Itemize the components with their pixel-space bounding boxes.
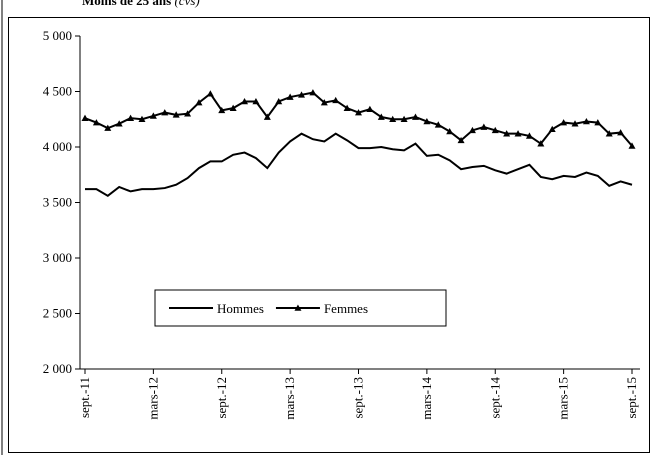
x-tick-label: sept.-13 <box>351 377 366 419</box>
point-marker <box>377 113 385 120</box>
y-tick-label: 4 000 <box>43 139 72 154</box>
point-marker <box>446 127 454 135</box>
point-marker <box>457 136 465 144</box>
point-marker <box>263 113 271 120</box>
point-marker <box>366 105 374 113</box>
point-marker <box>332 96 340 104</box>
point-marker <box>309 89 317 96</box>
chart-title: Moins de 25 ans (cvs) <box>82 0 200 8</box>
point-marker <box>115 120 123 127</box>
point-marker <box>149 112 157 119</box>
point-marker <box>275 97 283 105</box>
point-marker <box>298 91 306 98</box>
series-line <box>84 91 633 147</box>
x-tick-label: sept.-11 <box>77 377 92 418</box>
legend-label: Hommes <box>217 301 264 316</box>
point-marker <box>582 117 590 125</box>
series-line <box>85 132 633 198</box>
point-marker <box>571 120 579 127</box>
point-marker <box>206 90 214 97</box>
point-marker <box>218 106 226 114</box>
point-marker <box>241 97 249 105</box>
point-marker <box>104 124 112 131</box>
point-marker <box>92 119 100 126</box>
point-marker <box>605 130 613 137</box>
title-text: Moins de 25 ans <box>82 0 171 8</box>
x-tick-label: mars-13 <box>282 377 297 420</box>
point-marker <box>411 113 419 120</box>
y-tick-label: 2 500 <box>43 306 72 321</box>
point-marker <box>229 104 237 111</box>
point-marker <box>548 125 556 133</box>
point-marker <box>286 93 294 100</box>
point-marker <box>127 114 135 121</box>
y-tick-label: 5 000 <box>43 28 72 43</box>
point-marker <box>172 111 180 118</box>
point-marker <box>628 142 636 149</box>
y-tick-label: 4 500 <box>43 84 72 99</box>
x-tick-label: mars-14 <box>419 377 434 420</box>
x-tick-label: sept.-14 <box>487 377 502 419</box>
subtitle-text: (cvs) <box>174 0 199 8</box>
x-tick-label: mars-15 <box>556 377 571 420</box>
y-tick-label: 2 000 <box>43 361 72 376</box>
x-tick-label: mars-12 <box>145 377 160 420</box>
legend-marker <box>294 304 302 311</box>
point-marker <box>525 132 533 139</box>
point-marker <box>320 99 328 106</box>
point-marker <box>491 126 499 134</box>
point-marker <box>468 126 476 134</box>
point-marker <box>195 99 203 106</box>
x-tick-label: sept.-12 <box>214 377 229 419</box>
point-marker <box>537 140 545 147</box>
point-marker <box>594 119 602 126</box>
x-tick-label: sept.-15 <box>624 377 639 419</box>
y-tick-label: 3 500 <box>43 195 72 210</box>
point-marker <box>343 104 351 111</box>
point-marker <box>560 119 568 126</box>
point-marker <box>423 117 431 125</box>
point-marker <box>184 110 192 117</box>
point-marker <box>434 121 442 128</box>
point-marker <box>355 109 362 116</box>
point-marker <box>252 97 260 105</box>
point-marker <box>81 114 89 121</box>
point-marker <box>514 130 522 137</box>
point-marker <box>400 115 408 123</box>
point-marker <box>503 130 511 137</box>
point-marker <box>389 115 397 123</box>
point-marker <box>138 115 146 123</box>
point-marker <box>480 123 488 130</box>
point-marker <box>617 129 625 136</box>
legend-label: Femmes <box>324 301 368 316</box>
y-tick-label: 3 000 <box>43 250 72 265</box>
point-marker <box>161 109 169 116</box>
chart-frame <box>8 17 650 453</box>
